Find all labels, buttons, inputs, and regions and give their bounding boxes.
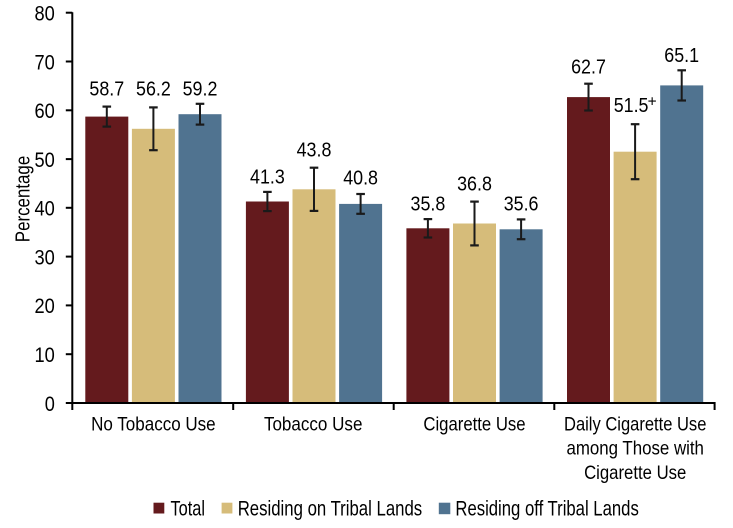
svg-text:50: 50: [35, 148, 55, 172]
svg-text:70: 70: [35, 50, 55, 74]
svg-text:56.2: 56.2: [136, 79, 171, 101]
svg-text:59.2: 59.2: [183, 79, 218, 101]
svg-text:Cigarette Use: Cigarette Use: [423, 413, 525, 435]
svg-text:Total: Total: [171, 497, 206, 520]
svg-text:10: 10: [35, 343, 55, 367]
svg-text:Residing off Tribal Lands: Residing off Tribal Lands: [455, 497, 638, 520]
svg-text:80: 80: [35, 2, 55, 26]
svg-text:35.6: 35.6: [504, 194, 539, 216]
svg-text:36.8: 36.8: [457, 173, 492, 195]
svg-text:+: +: [648, 93, 657, 110]
svg-text:51.5: 51.5: [614, 95, 649, 117]
svg-text:65.1: 65.1: [664, 45, 699, 67]
svg-text:Tobacco Use: Tobacco Use: [264, 413, 363, 435]
svg-text:Daily Cigarette Use: Daily Cigarette Use: [564, 413, 706, 435]
svg-text:30: 30: [35, 245, 55, 269]
svg-text:60: 60: [35, 99, 55, 123]
svg-text:62.7: 62.7: [571, 56, 606, 78]
svg-text:0: 0: [45, 392, 55, 416]
svg-text:43.8: 43.8: [297, 139, 332, 161]
svg-text:58.7: 58.7: [89, 79, 124, 101]
svg-text:35.8: 35.8: [411, 194, 446, 216]
svg-text:among Those with: among Those with: [566, 438, 704, 460]
svg-text:41.3: 41.3: [250, 167, 285, 189]
svg-text:40.8: 40.8: [343, 168, 378, 190]
svg-text:No Tobacco Use: No Tobacco Use: [91, 413, 216, 435]
svg-text:20: 20: [35, 294, 55, 318]
svg-text:Cigarette Use: Cigarette Use: [584, 462, 686, 484]
svg-text:40: 40: [35, 197, 55, 221]
svg-text:Percentage: Percentage: [13, 156, 35, 242]
svg-text:Residing on Tribal Lands: Residing on Tribal Lands: [238, 497, 423, 520]
